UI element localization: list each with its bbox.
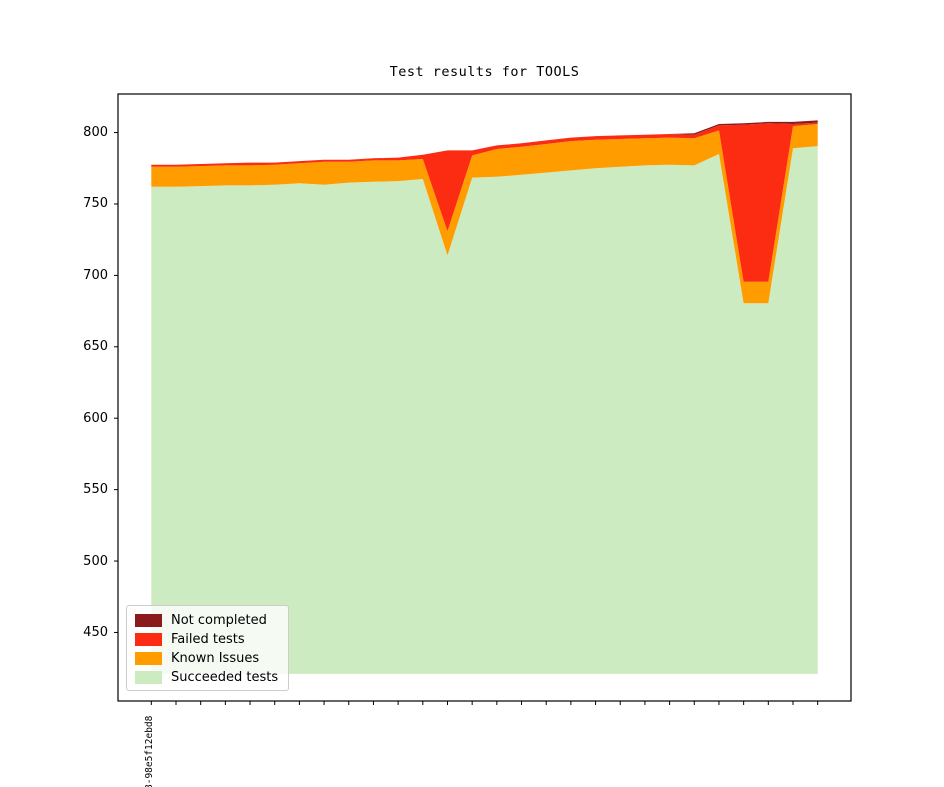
legend: Not completed Failed tests Known Issues Suc… (126, 605, 289, 691)
legend-swatch-not-completed (135, 614, 162, 627)
y-tick-label: 700 (83, 267, 108, 283)
legend-label: Succeeded tests (171, 670, 279, 685)
legend-swatch-failed-tests (135, 633, 162, 646)
legend-item-known-issues: Known Issues (135, 649, 288, 668)
legend-label: Failed tests (171, 632, 245, 647)
stacked-areas (151, 120, 818, 674)
area-known-issues (151, 124, 818, 304)
y-tick-label: 600 (83, 410, 108, 426)
y-tick-label: 650 (83, 339, 108, 355)
legend-label: Known Issues (171, 651, 260, 666)
y-tick-label: 750 (83, 196, 108, 212)
y-tick-label: 800 (83, 125, 108, 141)
legend-label: Not completed (171, 613, 267, 628)
chart-title: Test results for TOOLS (389, 64, 580, 80)
legend-item-succeeded-tests: Succeeded tests (135, 668, 288, 687)
axis-ticks (114, 132, 819, 705)
legend-item-failed-tests: Failed tests (135, 630, 288, 649)
legend-item-not-completed: Not completed (135, 611, 288, 630)
y-tick-label: 450 (83, 624, 108, 640)
y-tick-label: 550 (83, 482, 108, 498)
x-axis-tick-label: 8-98e5f12ebd8 (144, 715, 155, 787)
legend-swatch-known-issues (135, 652, 162, 665)
y-tick-label: 500 (83, 553, 108, 569)
area-succeeded-tests (151, 146, 818, 674)
legend-swatch-succeeded-tests (135, 671, 162, 684)
area-failed-tests (151, 122, 818, 282)
plot-border (117, 93, 852, 702)
